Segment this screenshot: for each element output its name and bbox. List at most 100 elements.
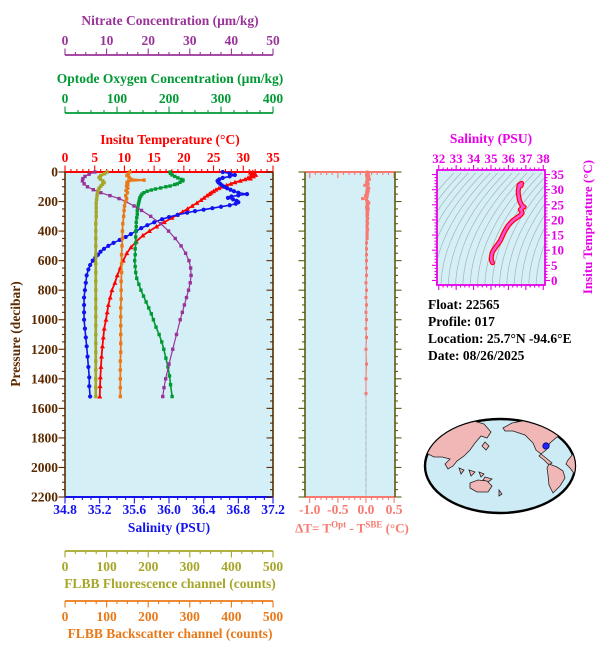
tick-label: 0.5: [386, 502, 403, 517]
delta-t-axis-title: ΔT= TOpt - TSBE (°C): [295, 519, 409, 536]
tick-label: 34.8: [53, 502, 77, 517]
tick-label: 300: [180, 609, 201, 624]
tick-label: 35.6: [123, 502, 147, 517]
map-landmass: [469, 479, 493, 493]
ts-isopycnal: [462, 172, 520, 285]
tick-label: 5: [91, 150, 98, 165]
tick-label: 34: [467, 151, 481, 166]
tick-label: 600: [38, 253, 59, 268]
tick-label: 200: [159, 91, 180, 106]
float-info-line: Float: 22565: [428, 297, 500, 312]
tick-label: 100: [96, 559, 117, 574]
tick-label: 10: [551, 243, 564, 258]
tick-label: 0: [62, 559, 69, 574]
ts-temperature-axis-title: Insitu Temperature (°C): [580, 159, 595, 295]
ts-isopycnal: [521, 213, 545, 285]
delta-t-title-sup: SBE: [365, 519, 383, 530]
tick-label: 36.4: [192, 502, 216, 517]
tick-label: 30: [551, 182, 564, 197]
tick-label: 2200: [31, 490, 58, 505]
tick-label: 0: [62, 33, 69, 48]
tick-label: 35: [266, 150, 280, 165]
float-info-block: Float: 22565 Profile: 017 Location: 25.7…: [428, 296, 572, 364]
tick-label: 15: [551, 228, 565, 243]
tick-label: 0: [51, 165, 58, 180]
tick-label: 25: [207, 150, 221, 165]
tick-label: 200: [38, 194, 59, 209]
tick-label: 10: [118, 150, 132, 165]
tick-label: 15: [147, 150, 161, 165]
delta-t-title-sup: Opt: [331, 519, 347, 530]
tick-label: 1400: [31, 371, 58, 386]
nitrate-axis-title: Nitrate Concentration (µm/kg): [81, 13, 259, 28]
float-info-line: Profile: 017: [428, 314, 495, 329]
tick-label: 0: [551, 273, 558, 288]
tick-label: 1000: [31, 312, 58, 327]
tick-label: 100: [96, 609, 117, 624]
tick-label: 38: [537, 151, 551, 166]
tick-label: 1800: [31, 430, 58, 445]
tick-label: 800: [38, 283, 59, 298]
backscatter-axis-title: FLBB Backscatter channel (counts): [67, 626, 273, 641]
tick-label: 36.0: [157, 502, 181, 517]
tick-label: 400: [221, 609, 242, 624]
tick-label: 0: [62, 91, 69, 106]
tick-label: 1600: [31, 401, 58, 416]
tick-label: 500: [263, 609, 284, 624]
tick-label: 35: [551, 167, 565, 182]
map-landmass: [478, 471, 485, 478]
tick-label: 25: [551, 197, 565, 212]
map-landmass: [468, 469, 476, 477]
map-landmass: [458, 467, 465, 475]
map-landmass: [481, 441, 490, 451]
delta-t-title-part: - T: [346, 520, 366, 536]
map-landmass: [557, 420, 571, 429]
tick-label: 37: [519, 151, 533, 166]
oxygen-axis-title: Optode Oxygen Concentration (µm/kg): [56, 71, 284, 86]
tick-label: 20: [551, 212, 564, 227]
temperature-axis-title: Insitu Temperature (°C): [100, 132, 240, 147]
tick-label: 5: [551, 258, 558, 273]
float-info-line: Location: 25.7°N -94.6°E: [428, 331, 572, 346]
tick-label: 40: [225, 33, 239, 48]
tick-label: 37.2: [261, 502, 285, 517]
tick-label: 1200: [31, 342, 58, 357]
ts-plot-title: Salinity (PSU): [449, 131, 533, 146]
tick-label: 33: [450, 151, 464, 166]
ts-isopycnal: [440, 172, 498, 285]
ts-curve: [490, 182, 526, 265]
ts-isopycnal: [437, 172, 469, 213]
tick-label: 32: [432, 151, 445, 166]
ts-isopycnal: [455, 172, 513, 285]
tick-label: 30: [237, 150, 251, 165]
delta-t-title-part: ΔT= T: [295, 520, 332, 536]
ts-isopycnal: [447, 172, 506, 285]
tick-label: 300: [211, 91, 232, 106]
tick-label: 36.8: [227, 502, 251, 517]
tick-label: 500: [263, 559, 284, 574]
tick-label: 35.2: [88, 502, 112, 517]
tick-label: 2000: [31, 460, 58, 475]
tick-label: 36: [502, 151, 516, 166]
tick-label: 300: [180, 559, 201, 574]
tick-label: 200: [138, 559, 159, 574]
salinity-axis-title: Salinity (PSU): [127, 520, 211, 535]
tick-label: 0: [62, 609, 69, 624]
tick-label: -0.5: [327, 502, 349, 517]
ts-isopycnal: [506, 193, 545, 285]
ts-isopycnal: [469, 172, 528, 285]
pressure-axis-title: Pressure (decibar): [8, 281, 23, 387]
float-info-line: Date: 08/26/2025: [428, 348, 525, 363]
tick-label: 400: [38, 224, 59, 239]
tick-label: 50: [266, 33, 280, 48]
ts-isopycnal: [499, 184, 545, 285]
delta-t-title-part: (°C): [382, 520, 409, 536]
ts-isopycnal: [437, 172, 476, 225]
ts-isopycnal: [437, 172, 484, 240]
fluorescence-axis-title: FLBB Fluorescence channel (counts): [64, 576, 276, 591]
tick-label: 30: [183, 33, 197, 48]
map-landmass: [498, 488, 503, 497]
tick-label: -1.0: [299, 502, 321, 517]
